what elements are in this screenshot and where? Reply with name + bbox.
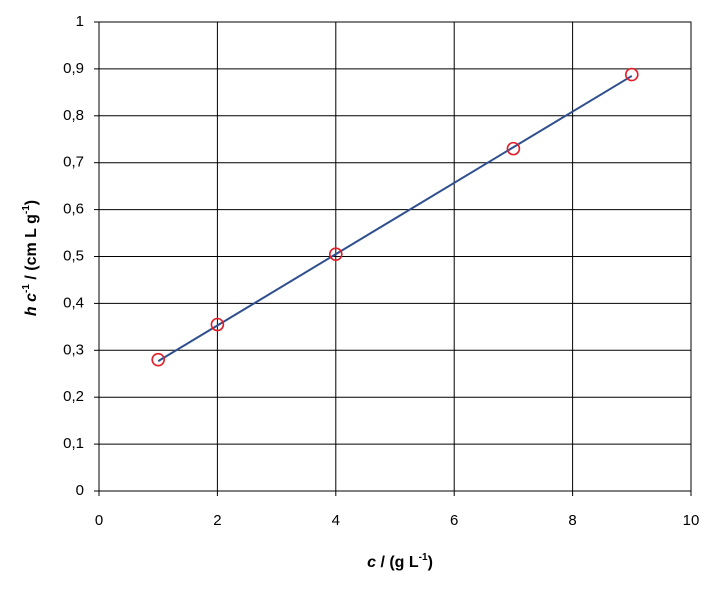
x-label-part: / (g L bbox=[376, 554, 419, 571]
y-tick-label: 0,8 bbox=[63, 107, 84, 124]
y-label-part: / (cm L g bbox=[23, 214, 40, 284]
data-point bbox=[210, 317, 225, 332]
y-label-part: ) bbox=[23, 200, 40, 205]
x-tick-label: 8 bbox=[568, 512, 576, 529]
y-tick-label: 0,1 bbox=[63, 435, 84, 452]
y-tick-label: 1 bbox=[76, 13, 84, 30]
data-point bbox=[328, 247, 343, 261]
y-tick-label: 0,5 bbox=[63, 247, 84, 264]
y-tick-label: 0,9 bbox=[63, 60, 84, 77]
x-label-part: c bbox=[367, 554, 376, 571]
trend-line bbox=[157, 75, 633, 362]
y-label-part: h c bbox=[23, 293, 40, 316]
x-tick-label: 4 bbox=[332, 512, 340, 529]
y-tick-label: 0,3 bbox=[63, 341, 84, 358]
x-tick-label: 6 bbox=[450, 512, 458, 529]
data-point bbox=[624, 67, 639, 82]
x-axis-label: c / (g L-1) bbox=[367, 552, 433, 572]
y-axis-label: h c-1 / (cm L g-1) bbox=[21, 200, 41, 316]
y-tick-label: 0,6 bbox=[63, 201, 84, 218]
y-tick-label: 0,4 bbox=[63, 294, 84, 311]
x-tick-label: 2 bbox=[213, 512, 221, 529]
x-label-sup: -1 bbox=[419, 552, 428, 563]
y-tick-label: 0,7 bbox=[63, 154, 84, 171]
x-tick-label: 10 bbox=[683, 512, 700, 529]
plot-border bbox=[98, 21, 692, 492]
data-point bbox=[151, 352, 165, 367]
x-tick-label: 0 bbox=[95, 512, 103, 529]
y-tick-label: 0 bbox=[76, 482, 84, 499]
y-label-sup: -1 bbox=[21, 205, 32, 214]
y-tick-label: 0,2 bbox=[63, 388, 84, 405]
y-label-sup: -1 bbox=[21, 284, 32, 293]
data-point bbox=[506, 141, 521, 156]
x-label-part: ) bbox=[428, 554, 433, 571]
